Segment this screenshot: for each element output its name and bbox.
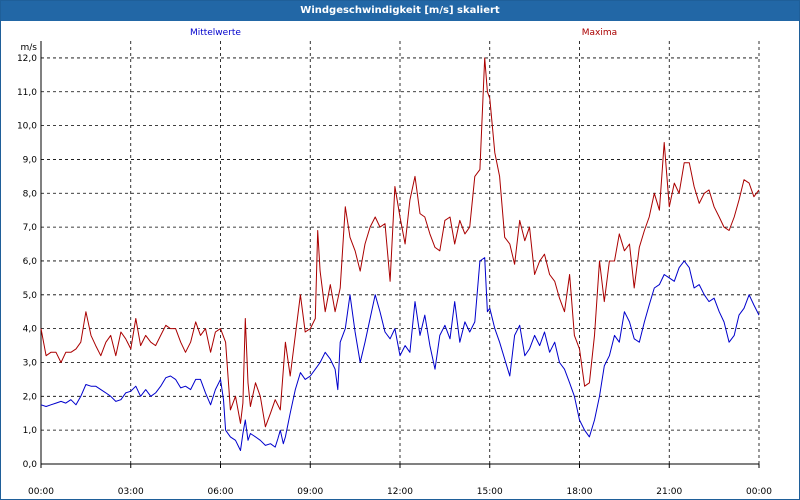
x-tick-label-time: 12:00 (387, 487, 413, 497)
series-line-mittelwerte (40, 257, 760, 451)
y-tick-label: 1,0 (23, 426, 38, 436)
y-tick-label: 11,0 (17, 88, 37, 98)
axes (40, 41, 760, 468)
window-title: Windgeschwindigkeit [m/s] skaliert (1, 1, 799, 21)
y-tick-label: 3,0 (23, 358, 38, 368)
y-tick-label: 6,0 (23, 257, 38, 267)
chart-area: 0,0 1,0 2,0 3,0 4,0 5,0 6,0 7,0 8,0 9,0 10,0 11,0 12… (17, 28, 772, 497)
x-tick-label-time: 15:00 (477, 487, 503, 497)
y-tick-label: 10,0 (17, 122, 37, 132)
series-line-maxima (40, 57, 760, 428)
x-tick-label-time: 18:00 (567, 487, 593, 497)
legend-mittelwerte: Mittelwerte (190, 28, 241, 38)
y-tick-label: 7,0 (23, 223, 38, 233)
x-tick-label-time: 21:00 (656, 487, 682, 497)
chart-labels: 0,0 1,0 2,0 3,0 4,0 5,0 6,0 7,0 8,0 9,0 10,0 11,0 12… (17, 28, 772, 497)
y-tick-label: 12,0 (17, 54, 37, 64)
x-tick-label-time: 03:00 (118, 487, 144, 497)
y-tick-label: 4,0 (23, 325, 38, 335)
series-layer (40, 57, 760, 451)
y-tick-label: 8,0 (23, 189, 38, 199)
y-axis-label: m/s (21, 43, 38, 53)
y-tick-label: 2,0 (23, 392, 38, 402)
x-tick-label-time: 06:00 (208, 487, 234, 497)
x-tick-label-time: 09:00 (297, 487, 323, 497)
y-tick-label: 5,0 (23, 291, 38, 301)
legend-maxima: Maxima (582, 28, 617, 38)
y-tick-label: 0,0 (23, 460, 38, 470)
y-tick-label: 9,0 (23, 155, 38, 165)
x-tick-label-time: 00:00 (746, 487, 772, 497)
grid-lines (41, 41, 760, 464)
x-tick-label-time: 00:00 (28, 487, 54, 497)
